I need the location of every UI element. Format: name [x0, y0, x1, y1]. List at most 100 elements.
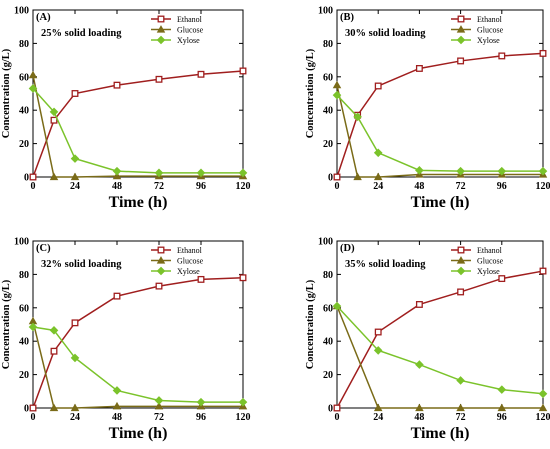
data-point-xylose [539, 390, 546, 397]
y-tick-label: 80 [19, 39, 29, 50]
data-point-ethanol [198, 277, 204, 283]
y-tick-label: 100 [318, 237, 333, 248]
data-point-ethanol [72, 91, 78, 97]
series-line-glucose [337, 85, 543, 177]
series-line-xylose [337, 95, 543, 171]
data-point-xylose [113, 168, 120, 175]
y-tick-label: 80 [323, 270, 333, 281]
data-point-ethanol [72, 320, 78, 326]
x-tick-label: 120 [236, 412, 251, 423]
x-tick-label: 24 [373, 412, 383, 423]
y-tick-label: 60 [19, 72, 29, 83]
data-point-xylose [71, 155, 78, 162]
data-point-xylose [539, 168, 546, 175]
data-point-ethanol [334, 405, 340, 411]
series-ethanol [30, 275, 246, 411]
x-tick-label: 0 [335, 412, 340, 423]
series-line-xylose [33, 88, 243, 172]
x-tick-label: 96 [196, 181, 206, 192]
x-tick-label: 0 [31, 412, 36, 423]
data-point-xylose [375, 149, 382, 156]
y-tick-label: 0 [24, 173, 29, 184]
y-tick-label: 100 [318, 6, 333, 17]
series-xylose [333, 303, 546, 398]
data-point-ethanol [540, 51, 546, 57]
y-tick-label: 20 [19, 370, 29, 381]
legend-entry: Glucose [177, 26, 204, 35]
series-line-ethanol [337, 53, 543, 177]
x-tick-label: 24 [70, 181, 80, 192]
data-point-ethanol [198, 71, 204, 77]
y-axis-label: Concentration (g/L) [305, 279, 316, 369]
y-tick-label: 40 [19, 106, 29, 117]
legend-marker [157, 267, 164, 274]
x-tick-label: 72 [154, 181, 164, 192]
data-point-ethanol [499, 276, 505, 282]
x-axis-label: Time (h) [109, 425, 168, 442]
x-tick-label: 72 [456, 181, 466, 192]
data-point-ethanol [240, 68, 246, 74]
data-point-glucose [334, 82, 341, 88]
data-point-ethanol [114, 293, 120, 299]
y-tick-label: 20 [323, 139, 333, 150]
x-tick-label: 48 [112, 181, 122, 192]
x-tick-label: 120 [536, 412, 550, 423]
y-tick-label: 40 [323, 337, 333, 348]
legend-entry: Glucose [477, 26, 504, 35]
x-tick-label: 72 [154, 412, 164, 423]
y-tick-label: 20 [323, 370, 333, 381]
series-line-ethanol [33, 278, 243, 408]
legend-marker [157, 36, 164, 43]
data-point-xylose [239, 169, 246, 176]
y-tick-label: 100 [14, 237, 29, 248]
panel-label: (C) [36, 243, 51, 254]
y-tick-label: 0 [328, 173, 333, 184]
y-tick-label: 0 [24, 404, 29, 415]
data-point-xylose [416, 167, 423, 174]
series-ethanol [334, 268, 546, 411]
y-tick-label: 0 [328, 404, 333, 415]
data-point-ethanol [156, 283, 162, 289]
data-point-xylose [498, 386, 505, 393]
legend-marker [158, 16, 164, 22]
y-tick-label: 60 [19, 303, 29, 314]
panel-label: (B) [340, 12, 355, 23]
legend-marker [158, 247, 164, 253]
legend-entry: Xylose [477, 36, 500, 45]
panel-title: 32% solid loading [41, 259, 122, 270]
panel-title: 25% solid loading [41, 28, 122, 39]
series-xylose [29, 323, 246, 405]
y-tick-label: 60 [323, 303, 333, 314]
x-axis-label: Time (h) [109, 194, 168, 211]
legend-entry: Ethanol [177, 15, 203, 24]
x-tick-label: 0 [31, 181, 36, 192]
series-glucose [30, 72, 247, 180]
panel-title: 30% solid loading [345, 28, 426, 39]
x-tick-label: 48 [414, 412, 424, 423]
data-point-xylose [155, 169, 162, 176]
x-tick-label: 96 [196, 412, 206, 423]
y-tick-label: 60 [323, 72, 333, 83]
data-point-ethanol [458, 58, 464, 64]
series-ethanol [30, 68, 246, 180]
series-xylose [29, 85, 246, 177]
y-axis-label: Concentration (g/L) [1, 48, 12, 138]
x-tick-label: 48 [414, 181, 424, 192]
legend-entry: Ethanol [477, 15, 503, 24]
x-tick-label: 0 [335, 181, 340, 192]
legend-marker [457, 267, 464, 274]
data-point-ethanol [375, 83, 381, 89]
data-point-ethanol [240, 275, 246, 281]
y-tick-label: 20 [19, 139, 29, 150]
data-point-ethanol [51, 348, 57, 354]
data-point-xylose [457, 168, 464, 175]
legend-marker [457, 36, 464, 43]
